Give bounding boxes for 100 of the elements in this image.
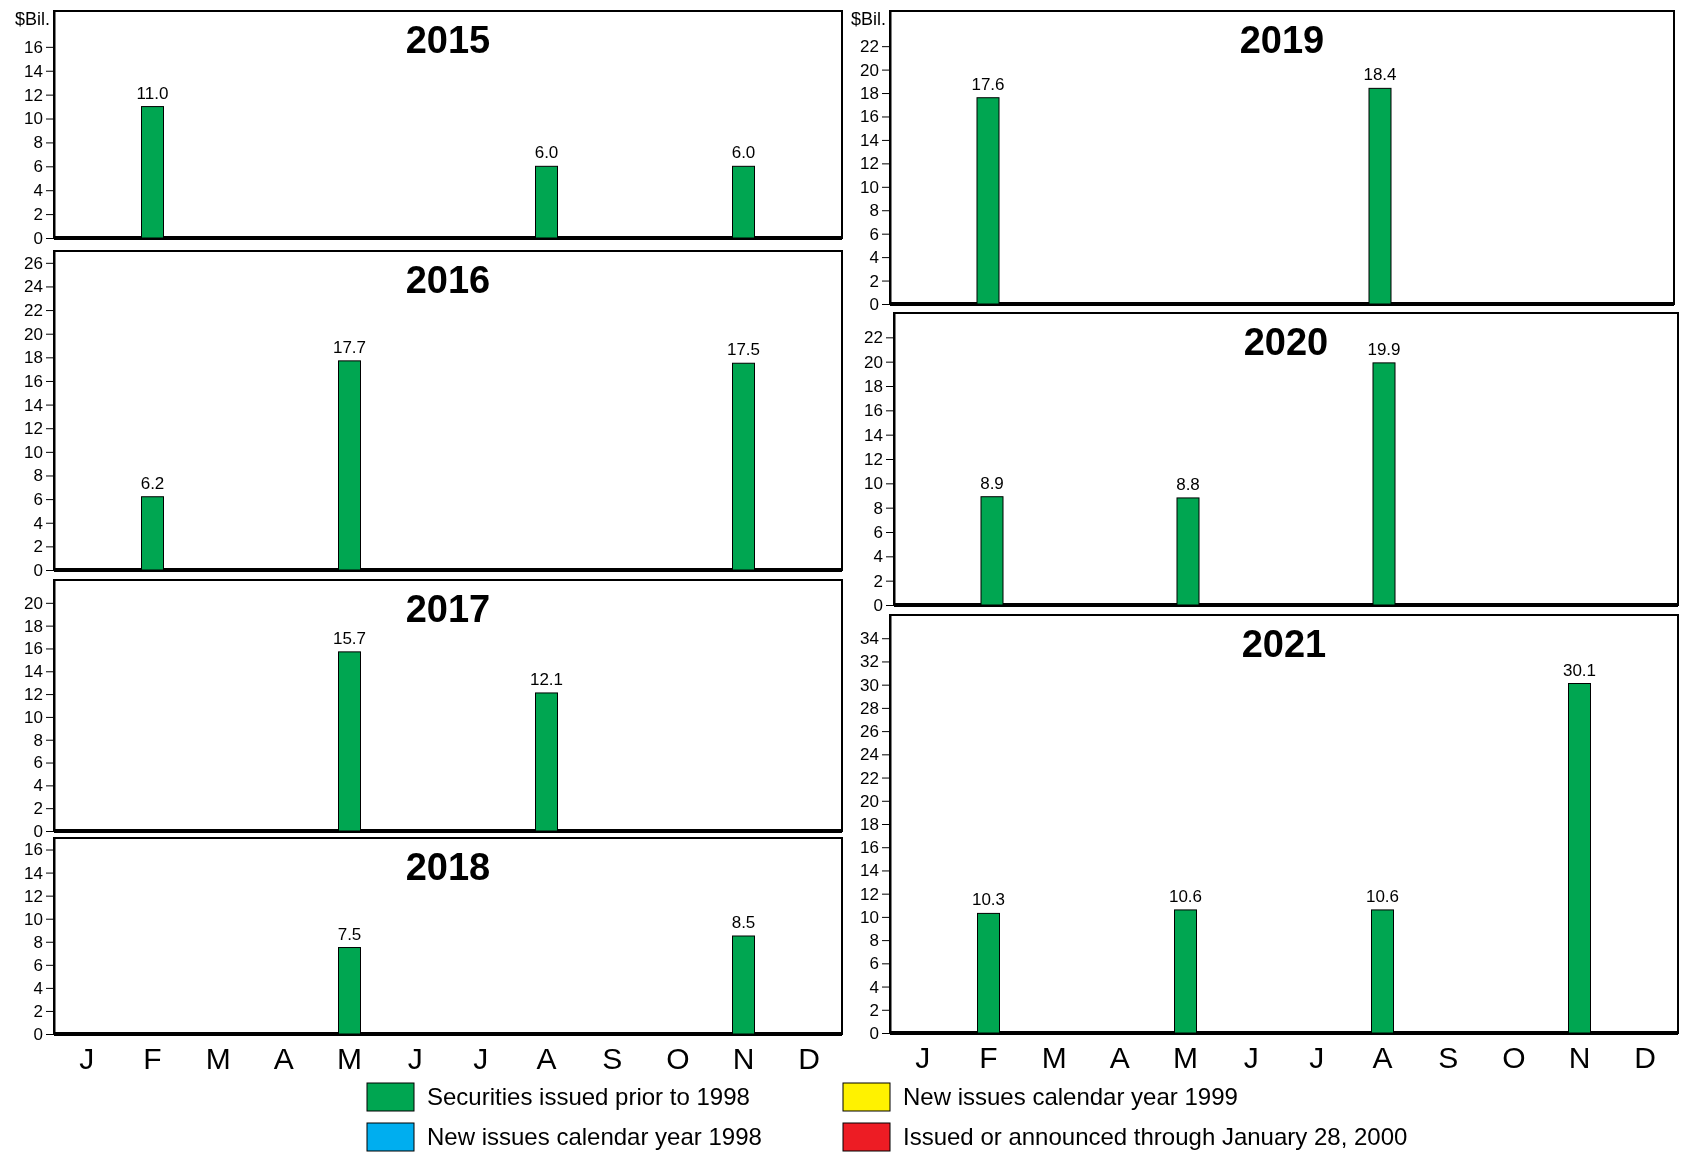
y-tick-label: 14 [24,662,43,682]
y-tick-label: 6 [33,955,43,975]
x-tick-label: J [407,1042,423,1075]
y-tick-label: 16 [860,107,879,127]
x-tick-label: O [1502,1041,1526,1074]
legend-label: New issues calendar year 1999 [903,1083,1238,1110]
y-tick-label: 4 [33,513,43,533]
x-tick-label: N [1568,1041,1591,1074]
y-tick-label: 20 [860,791,879,811]
x-tick-label: A [1372,1041,1393,1074]
y-tick-label: 16 [24,37,43,57]
data-label: 8.5 [731,913,756,932]
y-tick-label: 6 [33,490,43,510]
x-tick-label: J [473,1042,489,1075]
y-tick-label: 18 [864,376,883,396]
y-tick-label: 0 [869,294,879,314]
y-tick-label: 10 [24,109,43,129]
y-tick-label: 10 [24,442,43,462]
y-tick-label: 8 [33,730,43,750]
y-tick-label: 20 [24,324,43,344]
chart-title: 2016 [405,259,491,301]
y-axis-title: $Bil. [850,9,886,29]
y-tick-label: 2 [869,271,879,291]
data-label: 10.3 [971,890,1006,910]
y-tick-label: 24 [24,277,43,297]
data-label: 17.5 [726,340,761,360]
y-tick-label: 32 [860,652,879,672]
y-tick-label: 20 [864,352,883,372]
chart-title: 2018 [405,846,491,888]
y-tick-label: 6 [873,522,883,542]
y-tick-label: 22 [864,328,883,348]
y-tick-label: 4 [33,181,43,201]
y-tick-label: 18 [860,83,879,103]
data-label: 30.1 [1562,660,1597,680]
y-tick-label: 22 [860,37,879,57]
y-tick-label: 16 [24,639,43,659]
y-tick-label: 2 [873,571,883,591]
y-tick-label: 4 [873,547,883,567]
y-tick-label: 4 [33,776,43,796]
data-label: 17.7 [332,337,367,357]
y-tick-label: 16 [860,838,879,858]
x-tick-label: A [273,1042,294,1075]
data-label: 17.6 [971,74,1005,94]
y-tick-label: 12 [860,884,879,904]
y-tick-label: 10 [864,474,883,494]
y-tick-label: 30 [860,675,879,695]
y-tick-label: 6 [33,753,43,773]
x-tick-label: J [915,1041,931,1074]
y-tick-label: 22 [860,768,879,788]
y-tick-label: 8 [33,932,43,952]
y-tick-label: 0 [33,228,43,248]
y-tick-label: 8 [873,498,883,518]
chart-title: 2021 [1241,623,1327,665]
y-tick-label: 4 [33,978,43,998]
y-tick-label: 2 [869,1000,879,1020]
y-tick-label: 8 [33,133,43,153]
y-tick-label: 18 [24,616,43,636]
y-tick-label: 20 [24,593,43,613]
y-tick-label: 14 [24,863,43,883]
y-tick-label: 14 [24,395,43,415]
y-tick-label: 12 [24,419,43,439]
data-label: 6.0 [731,143,756,163]
x-tick-label: F [143,1042,162,1075]
chart-title: 2020 [1243,321,1329,363]
x-tick-label: O [666,1042,690,1075]
y-tick-label: 14 [860,861,879,881]
y-tick-label: 0 [33,1024,43,1044]
y-tick-label: 16 [864,401,883,421]
y-tick-label: 8 [33,466,43,486]
x-tick-label: S [602,1042,623,1075]
legend-label: New issues calendar year 1998 [427,1123,762,1150]
data-label: 19.9 [1367,339,1401,359]
data-label: 15.7 [332,628,367,648]
y-tick-label: 10 [860,907,879,927]
y-tick-label: 12 [860,154,879,174]
y-tick-label: 16 [24,840,43,860]
chart-title: 2017 [405,588,491,630]
y-tick-label: 26 [860,722,879,742]
y-tick-label: 0 [33,560,43,580]
y-tick-label: 0 [869,1023,879,1043]
data-label: 10.6 [1365,886,1400,906]
data-label: 8.9 [980,473,1004,493]
chart-title: 2019 [1239,19,1325,61]
y-tick-label: 0 [873,595,883,615]
legend-label: Issued or announced through January 28, 2000 [903,1123,1408,1150]
data-label: 12.1 [529,669,564,689]
y-tick-label: 22 [24,301,43,321]
y-tick-label: 4 [869,248,879,268]
y-tick-label: 2 [33,205,43,225]
y-tick-label: 4 [869,977,879,997]
y-tick-label: 2 [33,1001,43,1021]
data-label: 10.6 [1168,886,1203,906]
y-tick-label: 10 [24,707,43,727]
x-tick-label: M [1173,1041,1198,1074]
data-label: 18.4 [1363,65,1397,85]
y-axis-title: $Bil. [14,9,50,29]
x-tick-label: S [1438,1041,1459,1074]
y-tick-label: 34 [860,629,879,649]
y-tick-label: 12 [24,886,43,906]
x-tick-label: M [337,1042,362,1075]
